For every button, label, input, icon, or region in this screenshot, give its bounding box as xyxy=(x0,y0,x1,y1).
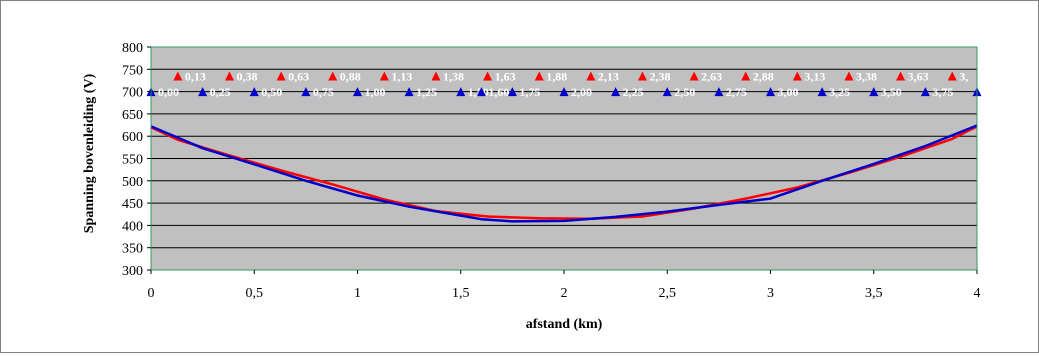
triangle-marker xyxy=(249,87,259,97)
marker-label: 2,00 xyxy=(571,85,592,99)
y-tick-label: 750 xyxy=(122,63,143,78)
x-axis-title: afstand (km) xyxy=(526,317,603,332)
x-tick-label: 0,5 xyxy=(246,286,264,301)
y-tick-label: 550 xyxy=(122,153,143,168)
triangle-marker xyxy=(559,87,569,97)
marker-label: 3,75 xyxy=(932,85,953,99)
triangle-marker xyxy=(637,71,647,81)
marker-label: 0,75 xyxy=(313,85,334,99)
marker-label: 3,00 xyxy=(778,85,799,99)
triangle-marker xyxy=(198,87,208,97)
y-tick-label: 350 xyxy=(122,242,143,257)
y-tick-label: 700 xyxy=(122,86,143,101)
y-tick-label: 400 xyxy=(122,219,143,234)
triangle-marker xyxy=(379,71,389,81)
triangle-marker xyxy=(869,87,879,97)
marker-label: 0,50 xyxy=(261,85,282,99)
triangle-marker xyxy=(586,71,596,81)
marker-label: 2,38 xyxy=(649,69,670,83)
triangle-marker xyxy=(714,87,724,97)
triangle-marker xyxy=(276,71,286,81)
triangle-marker xyxy=(817,87,827,97)
marker-label: 1,13 xyxy=(391,69,412,83)
marker-label: 0,13 xyxy=(185,69,206,83)
triangle-marker xyxy=(173,71,183,81)
marker-label: 2,63 xyxy=(701,69,722,83)
marker-label: 1,25 xyxy=(416,85,437,99)
marker-label: 2,25 xyxy=(623,85,644,99)
marker-label: 0,38 xyxy=(236,69,257,83)
y-tick-label: 450 xyxy=(122,197,143,212)
marker-label: 1,75 xyxy=(519,85,540,99)
y-tick-label: 800 xyxy=(122,41,143,56)
triangle-marker xyxy=(328,71,338,81)
triangle-marker xyxy=(476,87,486,97)
triangle-marker xyxy=(741,71,751,81)
triangle-marker xyxy=(301,87,311,97)
marker-label: 1,60 xyxy=(488,85,509,99)
marker-label: 3,38 xyxy=(856,69,877,83)
marker-label: 0,88 xyxy=(340,69,361,83)
marker-label: 3,25 xyxy=(829,85,850,99)
triangle-marker xyxy=(920,87,930,97)
triangle-marker xyxy=(611,87,621,97)
triangle-marker xyxy=(534,71,544,81)
triangle-marker xyxy=(456,87,466,97)
y-tick-label: 500 xyxy=(122,175,143,190)
marker-label: 2,75 xyxy=(726,85,747,99)
marker-label: 0,25 xyxy=(210,85,231,99)
y-tick-label: 300 xyxy=(122,264,143,279)
marker-label: 1,38 xyxy=(443,69,464,83)
triangle-marker xyxy=(353,87,362,97)
triangle-marker xyxy=(896,71,906,81)
y-tick-label: 600 xyxy=(122,130,143,145)
triangle-marker xyxy=(224,71,234,81)
triangle-marker xyxy=(844,71,854,81)
marker-label: 1,00 xyxy=(365,85,386,99)
marker-label: 3,50 xyxy=(881,85,902,99)
axis-ticks: 300 350 400 450 500 550 600 650 700 750 800 0 0,5 1 1,… xyxy=(122,41,981,301)
triangle-marker xyxy=(404,87,414,97)
series-lines xyxy=(150,124,978,223)
triangle-marker xyxy=(689,71,699,81)
y-tick-label: 650 xyxy=(122,108,143,123)
marker-label: 2,50 xyxy=(674,85,695,99)
triangle-marker xyxy=(662,87,672,97)
x-tick-label: 2 xyxy=(561,286,568,301)
y-axis-title: Spanning bovenleiding (V) xyxy=(82,73,97,233)
triangle-marker xyxy=(947,71,957,81)
marker-label: 1,63 xyxy=(495,69,516,83)
gridlines xyxy=(151,68,977,249)
marker-label: 1,88 xyxy=(546,69,567,83)
marker-label: 3, xyxy=(959,69,968,83)
marker-label: 2,88 xyxy=(753,69,774,83)
x-tick-label: 0 xyxy=(148,286,155,301)
triangle-marker xyxy=(792,71,802,81)
x-tick-label: 1 xyxy=(354,286,361,301)
x-tick-label: 3,5 xyxy=(865,286,883,301)
marker-rows: 0,13 0,38 0,63 0,88 1,13 1,38 1,63 1,88 2,13 2,38… xyxy=(146,69,982,99)
triangle-marker xyxy=(507,87,517,97)
marker-label: 0,63 xyxy=(288,69,309,83)
marker-label: 1,50 xyxy=(468,85,489,99)
series-line-2 xyxy=(150,124,978,223)
triangle-marker xyxy=(431,71,441,81)
marker-label: 0,00 xyxy=(158,85,179,99)
marker-label: 3,13 xyxy=(804,69,825,83)
x-tick-label: 2,5 xyxy=(659,286,677,301)
x-tick-label: 3 xyxy=(767,286,774,301)
marker-label: 2,13 xyxy=(598,69,619,83)
x-tick-label: 4 xyxy=(974,286,981,301)
triangle-marker xyxy=(483,71,493,81)
x-tick-label: 1,5 xyxy=(452,286,470,301)
triangle-marker xyxy=(766,87,775,97)
marker-label: 3,63 xyxy=(908,69,929,83)
